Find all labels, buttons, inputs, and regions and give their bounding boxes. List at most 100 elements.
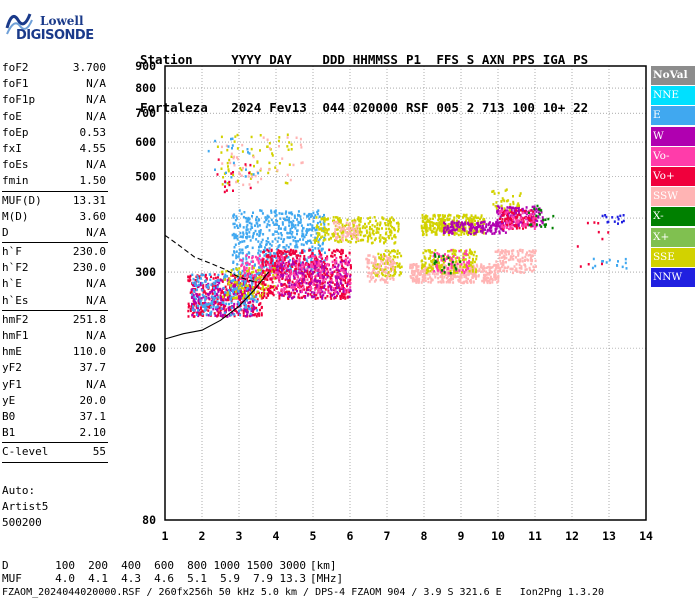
echo-point	[238, 287, 241, 291]
echo-point	[390, 216, 393, 219]
echo-point	[359, 230, 362, 233]
echo-point	[313, 226, 316, 230]
echo-point	[530, 262, 533, 266]
echo-point	[348, 232, 351, 236]
echo-point	[493, 223, 496, 226]
echo-point	[252, 299, 254, 302]
echo-point	[251, 265, 254, 268]
echo-point	[225, 302, 228, 306]
echo-point	[345, 223, 348, 227]
echo-point	[335, 283, 338, 287]
echo-point	[305, 233, 308, 236]
echo-point	[256, 180, 259, 184]
echo-point	[267, 240, 270, 244]
echo-point	[422, 251, 425, 255]
echo-point	[412, 270, 415, 273]
echo-point	[196, 278, 199, 282]
echo-point	[438, 221, 441, 225]
echo-point	[265, 296, 268, 299]
echo-point	[541, 221, 544, 225]
echo-point	[511, 206, 514, 209]
echo-point	[537, 207, 540, 211]
echo-point	[380, 255, 383, 259]
echo-point	[358, 224, 361, 227]
echo-point	[274, 230, 277, 233]
echo-point	[230, 152, 233, 156]
echo-point	[387, 235, 390, 238]
echo-point	[267, 171, 270, 175]
echo-point	[384, 249, 387, 252]
echo-point	[262, 269, 264, 273]
echo-point	[293, 271, 296, 275]
echo-point	[516, 213, 519, 217]
echo-point	[276, 253, 279, 256]
echo-point	[254, 229, 257, 233]
echo-point	[387, 249, 390, 253]
echo-point	[310, 272, 313, 276]
echo-point	[447, 231, 450, 234]
echo-point	[277, 245, 280, 248]
echo-point	[466, 268, 469, 272]
echo-point	[450, 261, 453, 264]
echo-point	[312, 220, 315, 223]
echo-point	[267, 284, 270, 288]
echo-point	[261, 238, 264, 242]
echo-point	[279, 266, 281, 269]
echo-point	[245, 236, 248, 240]
echo-point	[242, 314, 245, 317]
echo-point	[511, 252, 514, 255]
echo-point	[257, 286, 260, 289]
echo-point	[310, 234, 313, 237]
echo-point	[307, 262, 310, 266]
echo-point	[512, 218, 515, 221]
echo-point	[502, 261, 505, 264]
echo-point	[355, 234, 358, 237]
echo-point	[335, 278, 338, 281]
echo-point	[344, 288, 347, 291]
echo-point	[502, 269, 505, 273]
echo-point	[219, 306, 222, 309]
echo-point	[221, 279, 224, 282]
echo-point	[415, 264, 418, 267]
echo-point	[318, 255, 321, 259]
echo-point	[421, 213, 424, 217]
echo-point	[288, 224, 291, 227]
echo-point	[504, 189, 507, 192]
echo-point	[392, 266, 395, 269]
echo-point	[203, 290, 206, 293]
echo-point	[258, 230, 261, 233]
param-name: yF1	[2, 377, 22, 391]
echo-point	[293, 216, 296, 219]
echo-point	[337, 273, 340, 277]
echo-point	[348, 225, 351, 229]
echo-point	[317, 285, 320, 289]
echo-point	[252, 211, 254, 214]
echo-point	[311, 295, 314, 299]
echo-point	[450, 278, 453, 281]
echo-point	[220, 299, 223, 302]
echo-point	[229, 287, 232, 291]
echo-point	[250, 147, 253, 151]
echo-point	[535, 207, 538, 211]
echo-point	[485, 223, 488, 226]
echo-point	[552, 214, 555, 218]
echo-point	[447, 273, 450, 276]
echo-point	[306, 263, 308, 266]
echo-point	[448, 213, 451, 217]
echo-point	[295, 284, 298, 287]
echo-point	[301, 249, 304, 252]
echo-point	[283, 283, 286, 286]
echo-point	[471, 270, 474, 273]
y-tick-label: 400	[135, 211, 156, 225]
echo-point	[430, 221, 433, 224]
echo-point	[434, 231, 437, 234]
echo-point	[311, 245, 314, 248]
echo-point	[296, 279, 299, 282]
echo-point	[269, 284, 272, 288]
echo-point	[500, 200, 503, 203]
echo-point	[431, 270, 434, 273]
echo-point	[452, 248, 455, 252]
echo-point	[470, 229, 473, 232]
echo-point	[343, 271, 346, 274]
echo-point	[466, 273, 469, 276]
